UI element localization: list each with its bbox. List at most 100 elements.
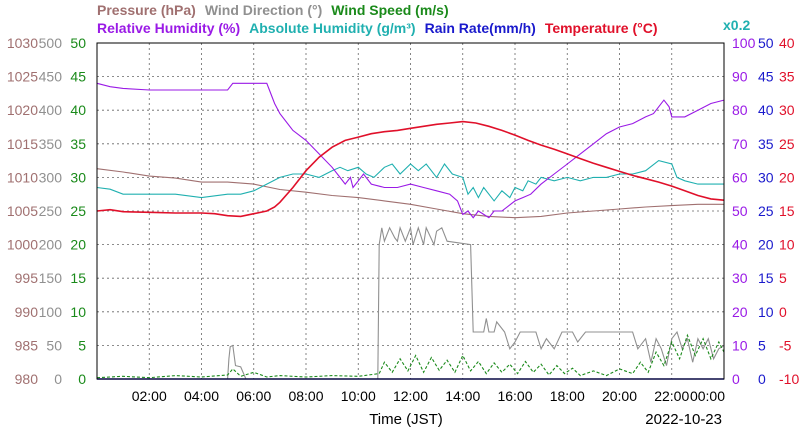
x-tick-label: 18:00 xyxy=(550,388,585,404)
legend-wind-direction: Wind Direction (°) xyxy=(205,2,322,18)
tick-humidity-80: 80 xyxy=(732,102,748,118)
tick-temperature-25: 25 xyxy=(779,136,795,152)
tick-wind-speed-0: 0 xyxy=(78,371,86,387)
x-tick-label: 10:00 xyxy=(341,388,376,404)
tick-wind-direction-350: 350 xyxy=(39,136,63,152)
tick-temperature-10: 10 xyxy=(779,237,795,253)
tick-temperature--5: -5 xyxy=(779,337,792,353)
x-tick-label: 06:00 xyxy=(236,388,271,404)
tick-wind-direction-300: 300 xyxy=(39,169,63,185)
tick-wind-speed-25: 25 xyxy=(70,203,86,219)
tick-pressure-990: 990 xyxy=(15,304,39,320)
date-label: 2022-10-23 xyxy=(645,411,722,428)
right-axes: 0102030405060708090100051015202530354045… xyxy=(732,35,799,387)
x-tick-label: 22:00 xyxy=(654,388,689,404)
x-tick-label: 12:00 xyxy=(393,388,428,404)
x-tick-label: 14:00 xyxy=(445,388,480,404)
tick-humidity-0: 0 xyxy=(732,371,740,387)
tick-temperature-20: 20 xyxy=(779,169,795,185)
tick-wind-speed-35: 35 xyxy=(70,136,86,152)
tick-wind-direction-100: 100 xyxy=(39,304,63,320)
tick-temperature-30: 30 xyxy=(779,102,795,118)
tick-rain-rate-40: 40 xyxy=(758,102,774,118)
tick-pressure-980: 980 xyxy=(15,371,39,387)
tick-rain-rate-10: 10 xyxy=(758,304,774,320)
legend-absolute-humidity-g-m: Absolute Humidity (g/m³) xyxy=(249,20,415,36)
tick-pressure-1025: 1025 xyxy=(7,69,38,85)
tick-rain-rate-30: 30 xyxy=(758,169,774,185)
tick-rain-rate-35: 35 xyxy=(758,136,774,152)
tick-rain-rate-50: 50 xyxy=(758,35,774,51)
tick-rain-rate-5: 5 xyxy=(758,337,766,353)
tick-pressure-1030: 1030 xyxy=(7,35,38,51)
tick-pressure-1000: 1000 xyxy=(7,237,38,253)
x-tick-label: 00:00 xyxy=(690,388,725,404)
tick-humidity-90: 90 xyxy=(732,69,748,85)
tick-pressure-985: 985 xyxy=(15,337,39,353)
tick-wind-speed-20: 20 xyxy=(70,237,86,253)
legend-temperature-c: Temperature (°C) xyxy=(545,20,658,36)
tick-wind-speed-30: 30 xyxy=(70,169,86,185)
x-tick-label: 16:00 xyxy=(497,388,532,404)
legend-relative-humidity: Relative Humidity (%) xyxy=(97,20,240,36)
x-tick-label: 20:00 xyxy=(602,388,637,404)
x-tick-label: 02:00 xyxy=(132,388,167,404)
series-relative-humidity xyxy=(96,82,725,219)
tick-wind-speed-15: 15 xyxy=(70,270,86,286)
tick-wind-direction-150: 150 xyxy=(39,270,63,286)
tick-wind-direction-250: 250 xyxy=(39,203,63,219)
tick-rain-rate-0: 0 xyxy=(758,371,766,387)
x-tick-label: 04:00 xyxy=(184,388,219,404)
tick-wind-direction-0: 0 xyxy=(54,371,62,387)
tick-humidity-20: 20 xyxy=(732,304,748,320)
tick-wind-direction-400: 400 xyxy=(39,102,63,118)
series-temperature-c xyxy=(96,120,725,218)
tick-wind-direction-500: 500 xyxy=(39,35,63,51)
tick-humidity-70: 70 xyxy=(732,136,748,152)
left-axes: 9809859909951000100510101015102010251030… xyxy=(7,35,86,387)
tick-rain-rate-15: 15 xyxy=(758,270,774,286)
tick-pressure-1015: 1015 xyxy=(7,136,38,152)
tick-wind-speed-40: 40 xyxy=(70,102,86,118)
tick-wind-speed-50: 50 xyxy=(70,35,86,51)
tick-rain-rate-45: 45 xyxy=(758,69,774,85)
tick-humidity-10: 10 xyxy=(732,337,748,353)
tick-temperature-15: 15 xyxy=(779,203,795,219)
legend-wind-speed-m-s: Wind Speed (m/s) xyxy=(331,2,448,18)
tick-rain-rate-25: 25 xyxy=(758,203,774,219)
series-absolute-humidity-g-m xyxy=(96,159,724,202)
tick-wind-direction-200: 200 xyxy=(39,237,63,253)
x-axis: 02:00 04:00 06:00 08:00 10:00 12:00 14:00 16:00… xyxy=(132,388,725,404)
tick-temperature-40: 40 xyxy=(779,35,795,51)
legend-scale-note: x0.2 xyxy=(723,17,750,33)
tick-rain-rate-20: 20 xyxy=(758,237,774,253)
tick-pressure-1020: 1020 xyxy=(7,102,38,118)
tick-temperature-5: 5 xyxy=(779,270,787,286)
x-tick-label: 08:00 xyxy=(288,388,323,404)
plot-frame xyxy=(96,42,725,380)
tick-humidity-100: 100 xyxy=(732,35,756,51)
tick-humidity-60: 60 xyxy=(732,169,748,185)
legend-rain-rate-mm-h: Rain Rate(mm/h) xyxy=(425,20,536,36)
tick-wind-direction-450: 450 xyxy=(39,69,63,85)
series-pressure-hpa xyxy=(96,168,724,219)
tick-temperature-35: 35 xyxy=(779,69,795,85)
tick-humidity-30: 30 xyxy=(732,270,748,286)
tick-pressure-1010: 1010 xyxy=(7,169,38,185)
tick-pressure-995: 995 xyxy=(15,270,39,286)
legend-pressure-hpa: Pressure (hPa) xyxy=(97,2,196,18)
x-axis-label: Time (JST) xyxy=(369,411,443,428)
tick-wind-speed-5: 5 xyxy=(78,337,86,353)
grid xyxy=(97,43,724,379)
tick-temperature--10: -10 xyxy=(779,371,799,387)
legend: Pressure (hPa) Wind Direction (°) Wind Spe… xyxy=(97,2,750,36)
tick-wind-direction-50: 50 xyxy=(46,337,62,353)
tick-humidity-50: 50 xyxy=(732,203,748,219)
tick-temperature-0: 0 xyxy=(779,304,787,320)
tick-wind-speed-45: 45 xyxy=(70,69,86,85)
tick-pressure-1005: 1005 xyxy=(7,203,38,219)
series-wind-speed-m-s xyxy=(96,333,725,379)
tick-wind-speed-10: 10 xyxy=(70,304,86,320)
